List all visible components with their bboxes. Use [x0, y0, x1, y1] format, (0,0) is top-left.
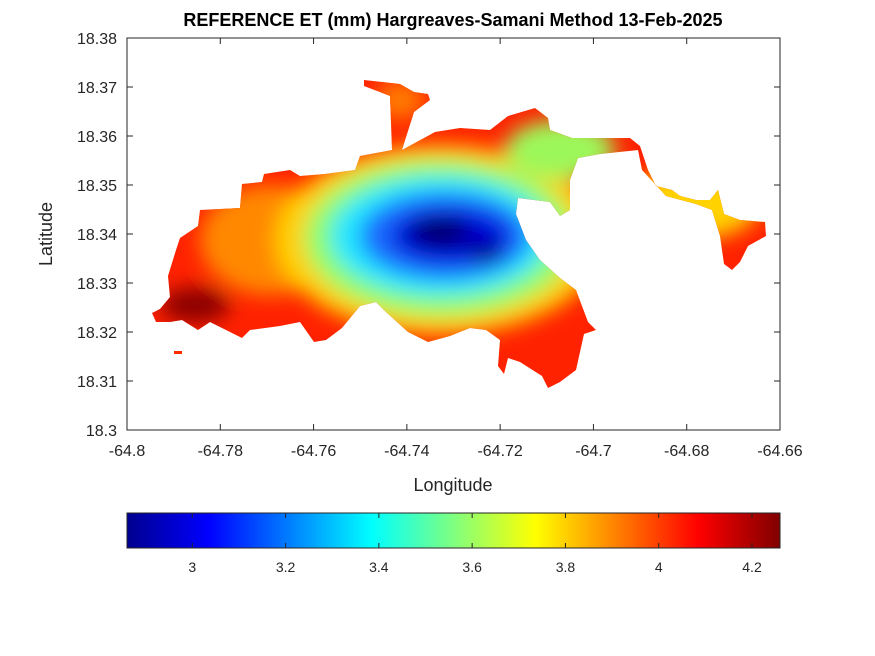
colorbar-tick-label: 3.8: [556, 559, 576, 575]
colorbar-ticks: 3 3.2 3.4 3.6 3.8 4 4.2: [188, 513, 762, 575]
y-tick-label: 18.3: [86, 423, 117, 440]
zone-southwest-darkred: [160, 287, 230, 323]
axes: -64.8 -64.78 -64.76 -64.74 -64.72 -64.7 -64.68…: [77, 31, 803, 460]
colorbar-tick-label: 3: [188, 559, 196, 575]
x-tick-label: -64.7: [575, 443, 612, 460]
x-tick-label: -64.72: [477, 443, 522, 460]
y-tick-label: 18.31: [77, 374, 117, 391]
y-tick-label: 18.32: [77, 325, 117, 342]
x-tick-label: -64.66: [757, 443, 802, 460]
colorbar-tick-label: 4: [655, 559, 663, 575]
colorbar: [126, 512, 781, 549]
y-tick-label: 18.38: [77, 31, 117, 48]
x-tick-label: -64.68: [664, 443, 709, 460]
x-tick-label: -64.76: [291, 443, 336, 460]
x-tick-label: -64.74: [384, 443, 429, 460]
y-axis-label: Latitude: [36, 202, 56, 266]
islet: [174, 351, 182, 354]
colorbar-tick-label: 3.2: [276, 559, 296, 575]
y-tick-label: 18.37: [77, 80, 117, 97]
x-tick-label: -64.78: [198, 443, 243, 460]
y-tick-label: 18.36: [77, 129, 117, 146]
colorbar-tick-label: 3.4: [369, 559, 389, 575]
y-tick-label: 18.33: [77, 276, 117, 293]
zone-core-navy: [410, 216, 470, 248]
y-tick-label: 18.35: [77, 178, 117, 195]
colorbar-tick-label: 3.6: [462, 559, 482, 575]
x-axis-label: Longitude: [413, 475, 492, 495]
zone-east-navy: [467, 242, 503, 262]
colorbar-tick-label: 4.2: [742, 559, 762, 575]
y-tick-label: 18.34: [77, 227, 117, 244]
x-tick-label: -64.8: [109, 443, 146, 460]
chart-title: REFERENCE ET (mm) Hargreaves-Samani Meth…: [183, 10, 722, 30]
